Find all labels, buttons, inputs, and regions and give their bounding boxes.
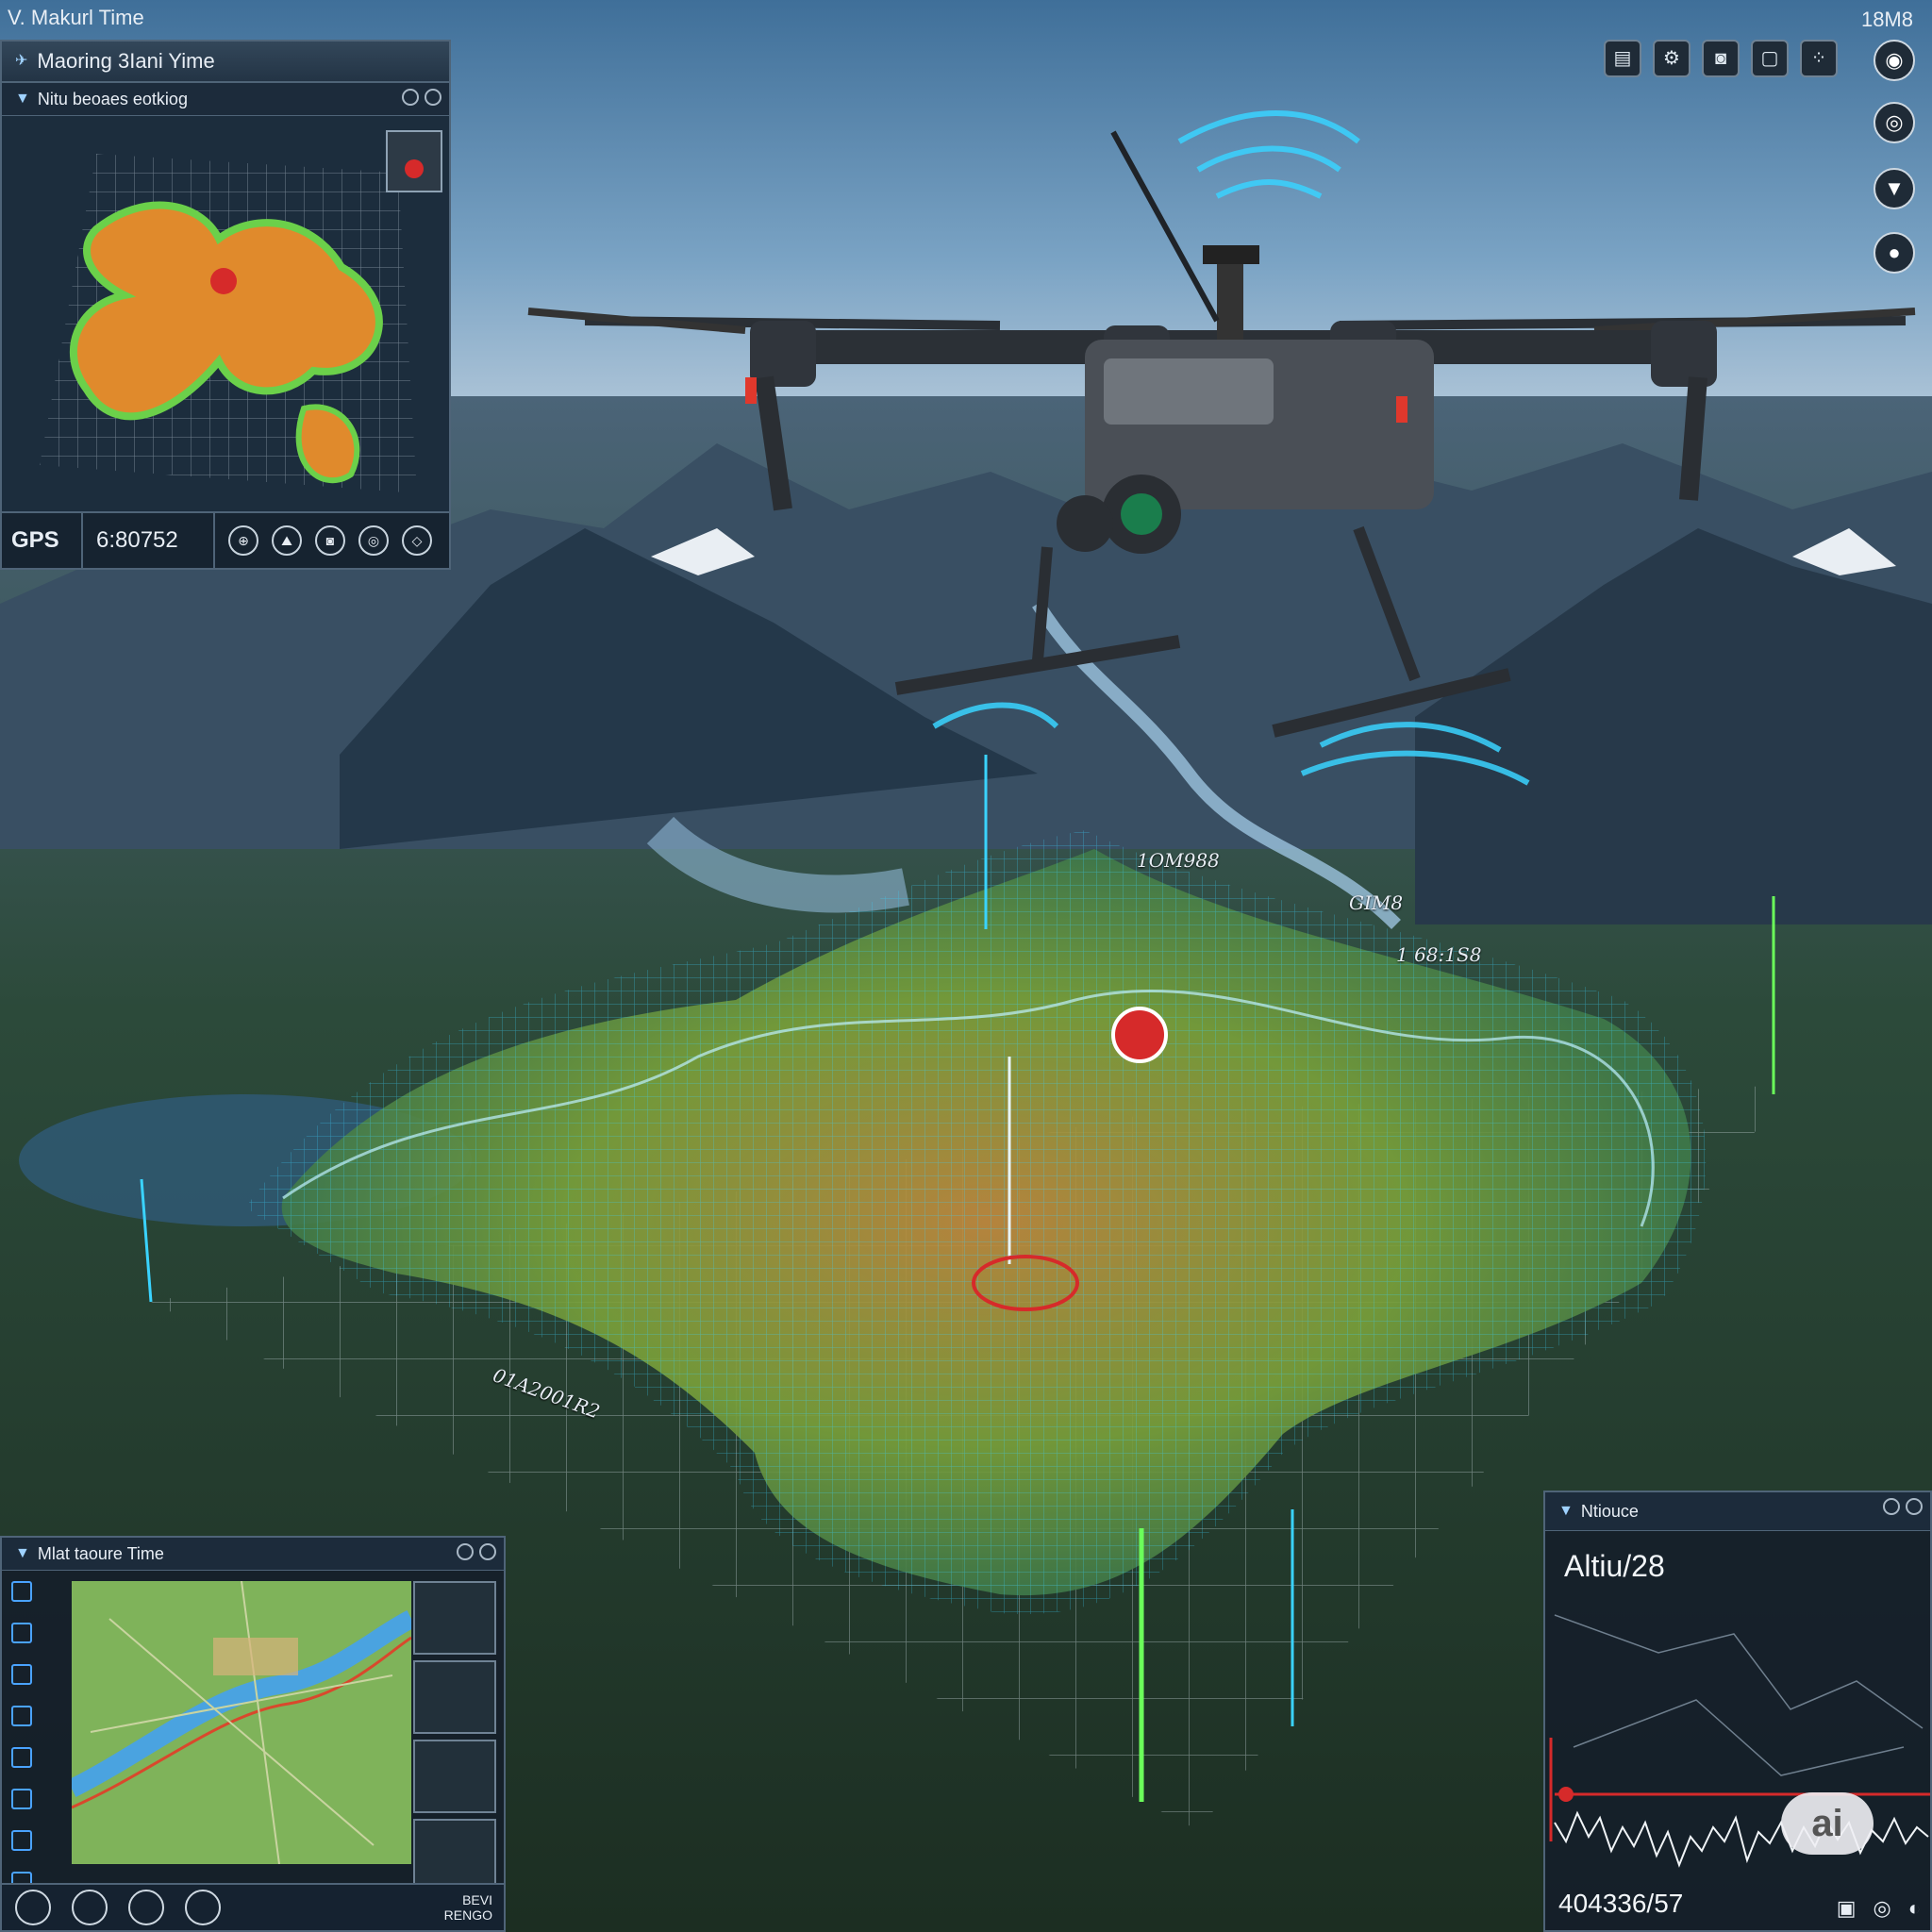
watermark-badge: ai — [1781, 1792, 1874, 1855]
altitude-icon[interactable]: ⛰ — [272, 525, 302, 556]
altitude-panel: ▼ Ntiouce Altiu/28 404336/57 ▣ ◎ ◐ — [1543, 1491, 1932, 1932]
record-icon[interactable]: ● — [1874, 232, 1915, 274]
satellite-icon[interactable]: ⊕ — [228, 525, 258, 556]
preview-thumbnail[interactable] — [413, 1740, 496, 1813]
altitude-label: Altiu/28 — [1564, 1549, 1665, 1583]
minimize-icon[interactable] — [402, 89, 419, 106]
map-icon[interactable] — [72, 1890, 108, 1925]
heatmap-preview — [2, 116, 449, 512]
chevron-down-icon[interactable]: ▼ — [1558, 1503, 1574, 1519]
tool-icon[interactable] — [11, 1581, 32, 1602]
live-map-view[interactable] — [72, 1581, 411, 1864]
gps-bar: GPS 6:80752 ⊕ ⛰ ◙ ◎ ◇ — [2, 511, 449, 568]
mapping-panel-subtitle: Nitu beoaes eotkiog — [37, 90, 188, 108]
tool-icon[interactable] — [11, 1747, 32, 1768]
document-icon[interactable]: ▢ — [1751, 40, 1789, 77]
drone — [527, 130, 1916, 738]
remote-icon[interactable] — [185, 1890, 221, 1925]
preview-thumbnail[interactable] — [413, 1581, 496, 1655]
close-icon[interactable] — [1906, 1498, 1923, 1515]
torch-icon[interactable]: ▼ — [1874, 168, 1915, 209]
drone-icon[interactable] — [128, 1890, 164, 1925]
preview-thumbnail[interactable] — [413, 1819, 496, 1892]
altitude-footer-icons: ▣ ◎ ◐ — [1837, 1896, 1921, 1921]
live-map-title: Mlat taoure Time — [37, 1544, 164, 1563]
preview-thumbnail[interactable] — [413, 1660, 496, 1734]
camera-mode-icon[interactable]: ◙ — [315, 525, 345, 556]
close-icon[interactable] — [479, 1543, 496, 1560]
footer-text: BEVI RENGO — [444, 1892, 504, 1923]
tool-icon[interactable] — [11, 1830, 32, 1851]
footer-text-2: RENGO — [443, 1907, 492, 1923]
altitude-panel-title: Ntiouce — [1580, 1502, 1639, 1521]
gps-label: GPS — [2, 513, 83, 568]
chevron-down-icon[interactable]: ▼ — [15, 91, 30, 107]
live-map-panel: ▼ Mlat taoure Time BEVI RENGO — [0, 1536, 506, 1932]
mapping-panel-header: ✈ Maoring 3Iani Yime — [2, 42, 449, 83]
close-icon[interactable] — [425, 89, 441, 106]
camera-icon[interactable]: ◙ — [1702, 40, 1740, 77]
altitude-value: 404336/57 — [1558, 1889, 1684, 1918]
info-icon[interactable] — [15, 1890, 51, 1925]
settings-icon[interactable]: ⚙ — [1653, 40, 1690, 77]
tool-sidebar — [8, 1581, 64, 1913]
minimize-icon[interactable] — [457, 1543, 474, 1560]
tool-icon[interactable] — [11, 1706, 32, 1726]
altitude-panel-header: ▼ Ntiouce — [1545, 1492, 1930, 1531]
live-map-footer: BEVI RENGO — [2, 1883, 504, 1930]
footer-text-1: BEVI — [462, 1892, 492, 1907]
power-icon[interactable]: ◉ — [1874, 40, 1915, 81]
toggle-icon[interactable]: ◐ — [1907, 1896, 1921, 1920]
altitude-marker[interactable] — [1558, 1787, 1574, 1802]
gps-value: 6:80752 — [83, 513, 215, 568]
tool-icon[interactable] — [11, 1623, 32, 1643]
minimize-icon[interactable] — [1883, 1498, 1900, 1515]
sync-icon[interactable]: ◎ — [1873, 1896, 1891, 1920]
mapping-panel-title: Maoring 3Iani Yime — [37, 49, 215, 73]
tool-icon[interactable] — [11, 1789, 32, 1809]
window-title: V. Makurl Time — [8, 6, 144, 29]
terrain-label-c: 1 68:1S8 — [1396, 943, 1482, 966]
mapping-panel: ✈ Maoring 3Iani Yime ▼ Nitu beoaes eotki… — [0, 40, 451, 570]
tool-icon[interactable] — [11, 1664, 32, 1685]
collapse-chevron-icon[interactable]: ✈ — [15, 53, 28, 69]
grid-icon[interactable]: ⁘ — [1800, 40, 1838, 77]
clock-readout: 18M8 — [1860, 8, 1913, 31]
altitude-chart — [1549, 1614, 1930, 1868]
layer-icon[interactable]: ▤ — [1604, 40, 1641, 77]
terrain-label-b: GIM8 — [1349, 891, 1404, 914]
compass-icon[interactable]: ◎ — [358, 525, 389, 556]
location-icon[interactable]: ◎ — [1874, 102, 1915, 143]
chevron-down-icon[interactable]: ▼ — [15, 1545, 30, 1561]
mapping-panel-subheader: ▼ Nitu beoaes eotkiog — [2, 83, 449, 116]
live-map-header: ▼ Mlat taoure Time — [2, 1538, 504, 1571]
waypoint-icon[interactable]: ◇ — [402, 525, 432, 556]
image-icon[interactable]: ▣ — [1836, 1896, 1857, 1920]
terrain-label-a: 1OM988 — [1137, 849, 1220, 872]
